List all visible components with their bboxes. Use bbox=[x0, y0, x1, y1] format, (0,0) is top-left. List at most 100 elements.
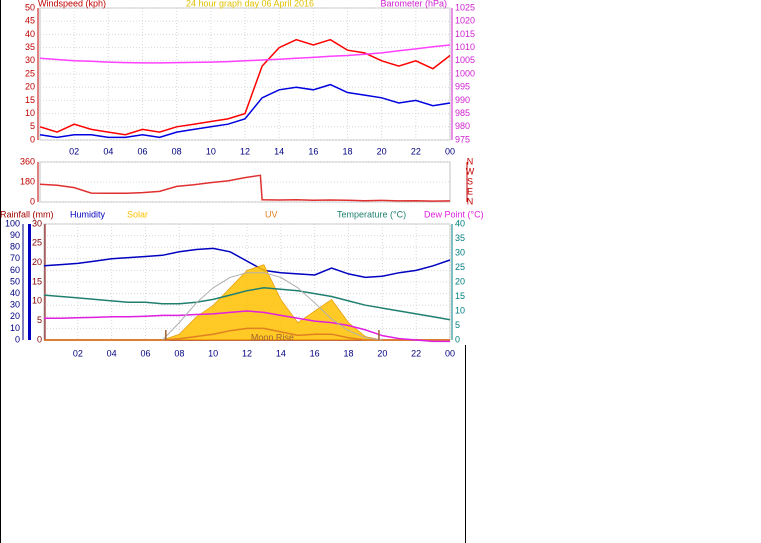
line bbox=[39, 83, 451, 139]
x-tick-label: 20 bbox=[377, 146, 387, 156]
x-tick-label: 16 bbox=[308, 146, 318, 156]
y-tick-label: 15 bbox=[25, 95, 35, 105]
x-tick-label: 00 bbox=[445, 146, 455, 156]
y2-tick-label: S bbox=[467, 176, 473, 186]
line bbox=[43, 287, 451, 321]
y2-tick-label: 975 bbox=[455, 134, 470, 144]
legend-entry: Solar bbox=[127, 209, 148, 219]
y-tick-label: 30 bbox=[25, 55, 35, 65]
y2-tick-label: 30 bbox=[455, 247, 465, 257]
y-tick-label: 40 bbox=[25, 29, 35, 39]
y2-tick-label: N bbox=[467, 196, 474, 206]
y2-tick-label: N bbox=[467, 156, 474, 166]
y2-tick-label: 20 bbox=[455, 276, 465, 286]
y-tick-label: 80 bbox=[10, 242, 20, 252]
legend-entry: Humidity bbox=[70, 209, 106, 219]
y2-tick-label: W bbox=[466, 166, 475, 176]
x-tick-label: 12 bbox=[240, 146, 250, 156]
legend-entry: Rainfall (mm) bbox=[0, 209, 54, 219]
y2-tick-label: 1020 bbox=[455, 16, 475, 26]
x-tick-label: 22 bbox=[411, 348, 421, 358]
x-tick-label: 14 bbox=[274, 146, 284, 156]
line bbox=[44, 310, 450, 343]
y3-tick-label: 25 bbox=[32, 238, 42, 248]
y-tick-label: 5 bbox=[30, 121, 35, 131]
y3-tick-label: 30 bbox=[32, 218, 42, 228]
y-tick-label: 25 bbox=[25, 68, 35, 78]
y3-tick-label: 0 bbox=[37, 334, 42, 344]
x-tick-label: 06 bbox=[137, 146, 147, 156]
line bbox=[39, 174, 451, 202]
y2-tick-label: 35 bbox=[455, 233, 465, 243]
x-tick-label: 18 bbox=[342, 146, 352, 156]
x-tick-label: 02 bbox=[69, 146, 79, 156]
y-tick-label: 0 bbox=[30, 196, 35, 206]
y-tick-label: 10 bbox=[10, 323, 20, 333]
x-tick-label: 10 bbox=[206, 146, 216, 156]
x-tick-label: 02 bbox=[73, 348, 83, 358]
y3-tick-label: 10 bbox=[32, 296, 42, 306]
x-tick-label: 04 bbox=[107, 348, 117, 358]
line bbox=[39, 44, 451, 64]
x-tick-label: 22 bbox=[411, 146, 421, 156]
legend-entry: Temperature (°C) bbox=[337, 209, 406, 219]
y2-tick-label: E bbox=[467, 186, 473, 196]
line bbox=[39, 38, 451, 136]
y2-tick-label: 1015 bbox=[455, 29, 475, 39]
legend-entry: UV bbox=[265, 209, 278, 219]
y-tick-label: 20 bbox=[10, 311, 20, 321]
x-tick-label: 06 bbox=[140, 348, 150, 358]
y2-tick-label: 10 bbox=[455, 305, 465, 315]
x-tick-label: 14 bbox=[276, 348, 286, 358]
y2-tick-label: 985 bbox=[455, 108, 470, 118]
y2-tick-label: 1010 bbox=[455, 42, 475, 52]
rain-axis-bar bbox=[28, 224, 31, 340]
y2-tick-label: 1000 bbox=[455, 68, 475, 78]
y-tick-label: 60 bbox=[10, 265, 20, 275]
legend-entry: Dew Point (°C) bbox=[424, 209, 484, 219]
y-tick-label: 50 bbox=[25, 2, 35, 12]
line bbox=[43, 247, 451, 279]
y-axis-title: Windspeed (kph) bbox=[38, 0, 106, 8]
y-tick-label: 20 bbox=[25, 82, 35, 92]
y-tick-label: 180 bbox=[20, 176, 35, 186]
y2-tick-label: 1025 bbox=[455, 2, 475, 12]
y-tick-label: 0 bbox=[15, 334, 20, 344]
x-tick-label: 08 bbox=[172, 146, 182, 156]
x-tick-label: 10 bbox=[208, 348, 218, 358]
y-tick-label: 90 bbox=[10, 230, 20, 240]
x-tick-label: 18 bbox=[343, 348, 353, 358]
y-tick-label: 0 bbox=[30, 134, 35, 144]
y2-tick-label: 980 bbox=[455, 121, 470, 131]
y-tick-label: 40 bbox=[10, 288, 20, 298]
y-tick-label: 30 bbox=[10, 300, 20, 310]
y2-tick-label: 0 bbox=[455, 334, 460, 344]
y2-tick-label: 25 bbox=[455, 262, 465, 272]
chart-title: 24 hour graph day 06 April 2016 bbox=[186, 0, 314, 8]
y-tick-label: 10 bbox=[25, 108, 35, 118]
annotation: Moon Rise bbox=[251, 332, 294, 342]
y-tick-label: 100 bbox=[5, 218, 20, 228]
y2-axis-title: Barometer (hPa) bbox=[380, 0, 447, 8]
y2-tick-label: 1005 bbox=[455, 55, 475, 65]
y-tick-label: 35 bbox=[25, 42, 35, 52]
y-tick-label: 360 bbox=[20, 156, 35, 166]
y-tick-label: 70 bbox=[10, 253, 20, 263]
y2-tick-label: 15 bbox=[455, 291, 465, 301]
x-tick-label: 00 bbox=[445, 348, 455, 358]
x-tick-label: 16 bbox=[310, 348, 320, 358]
y-tick-label: 45 bbox=[25, 16, 35, 26]
x-tick-label: 04 bbox=[103, 146, 113, 156]
y2-tick-label: 990 bbox=[455, 95, 470, 105]
y-tick-label: 50 bbox=[10, 276, 20, 286]
x-tick-label: 08 bbox=[174, 348, 184, 358]
line bbox=[162, 272, 383, 341]
y2-tick-label: 995 bbox=[455, 82, 470, 92]
x-tick-label: 20 bbox=[377, 348, 387, 358]
y2-tick-label: 40 bbox=[455, 218, 465, 228]
y3-tick-label: 15 bbox=[32, 276, 42, 286]
y3-tick-label: 5 bbox=[37, 315, 42, 325]
y2-tick-label: 5 bbox=[455, 320, 460, 330]
y3-tick-label: 20 bbox=[32, 257, 42, 267]
